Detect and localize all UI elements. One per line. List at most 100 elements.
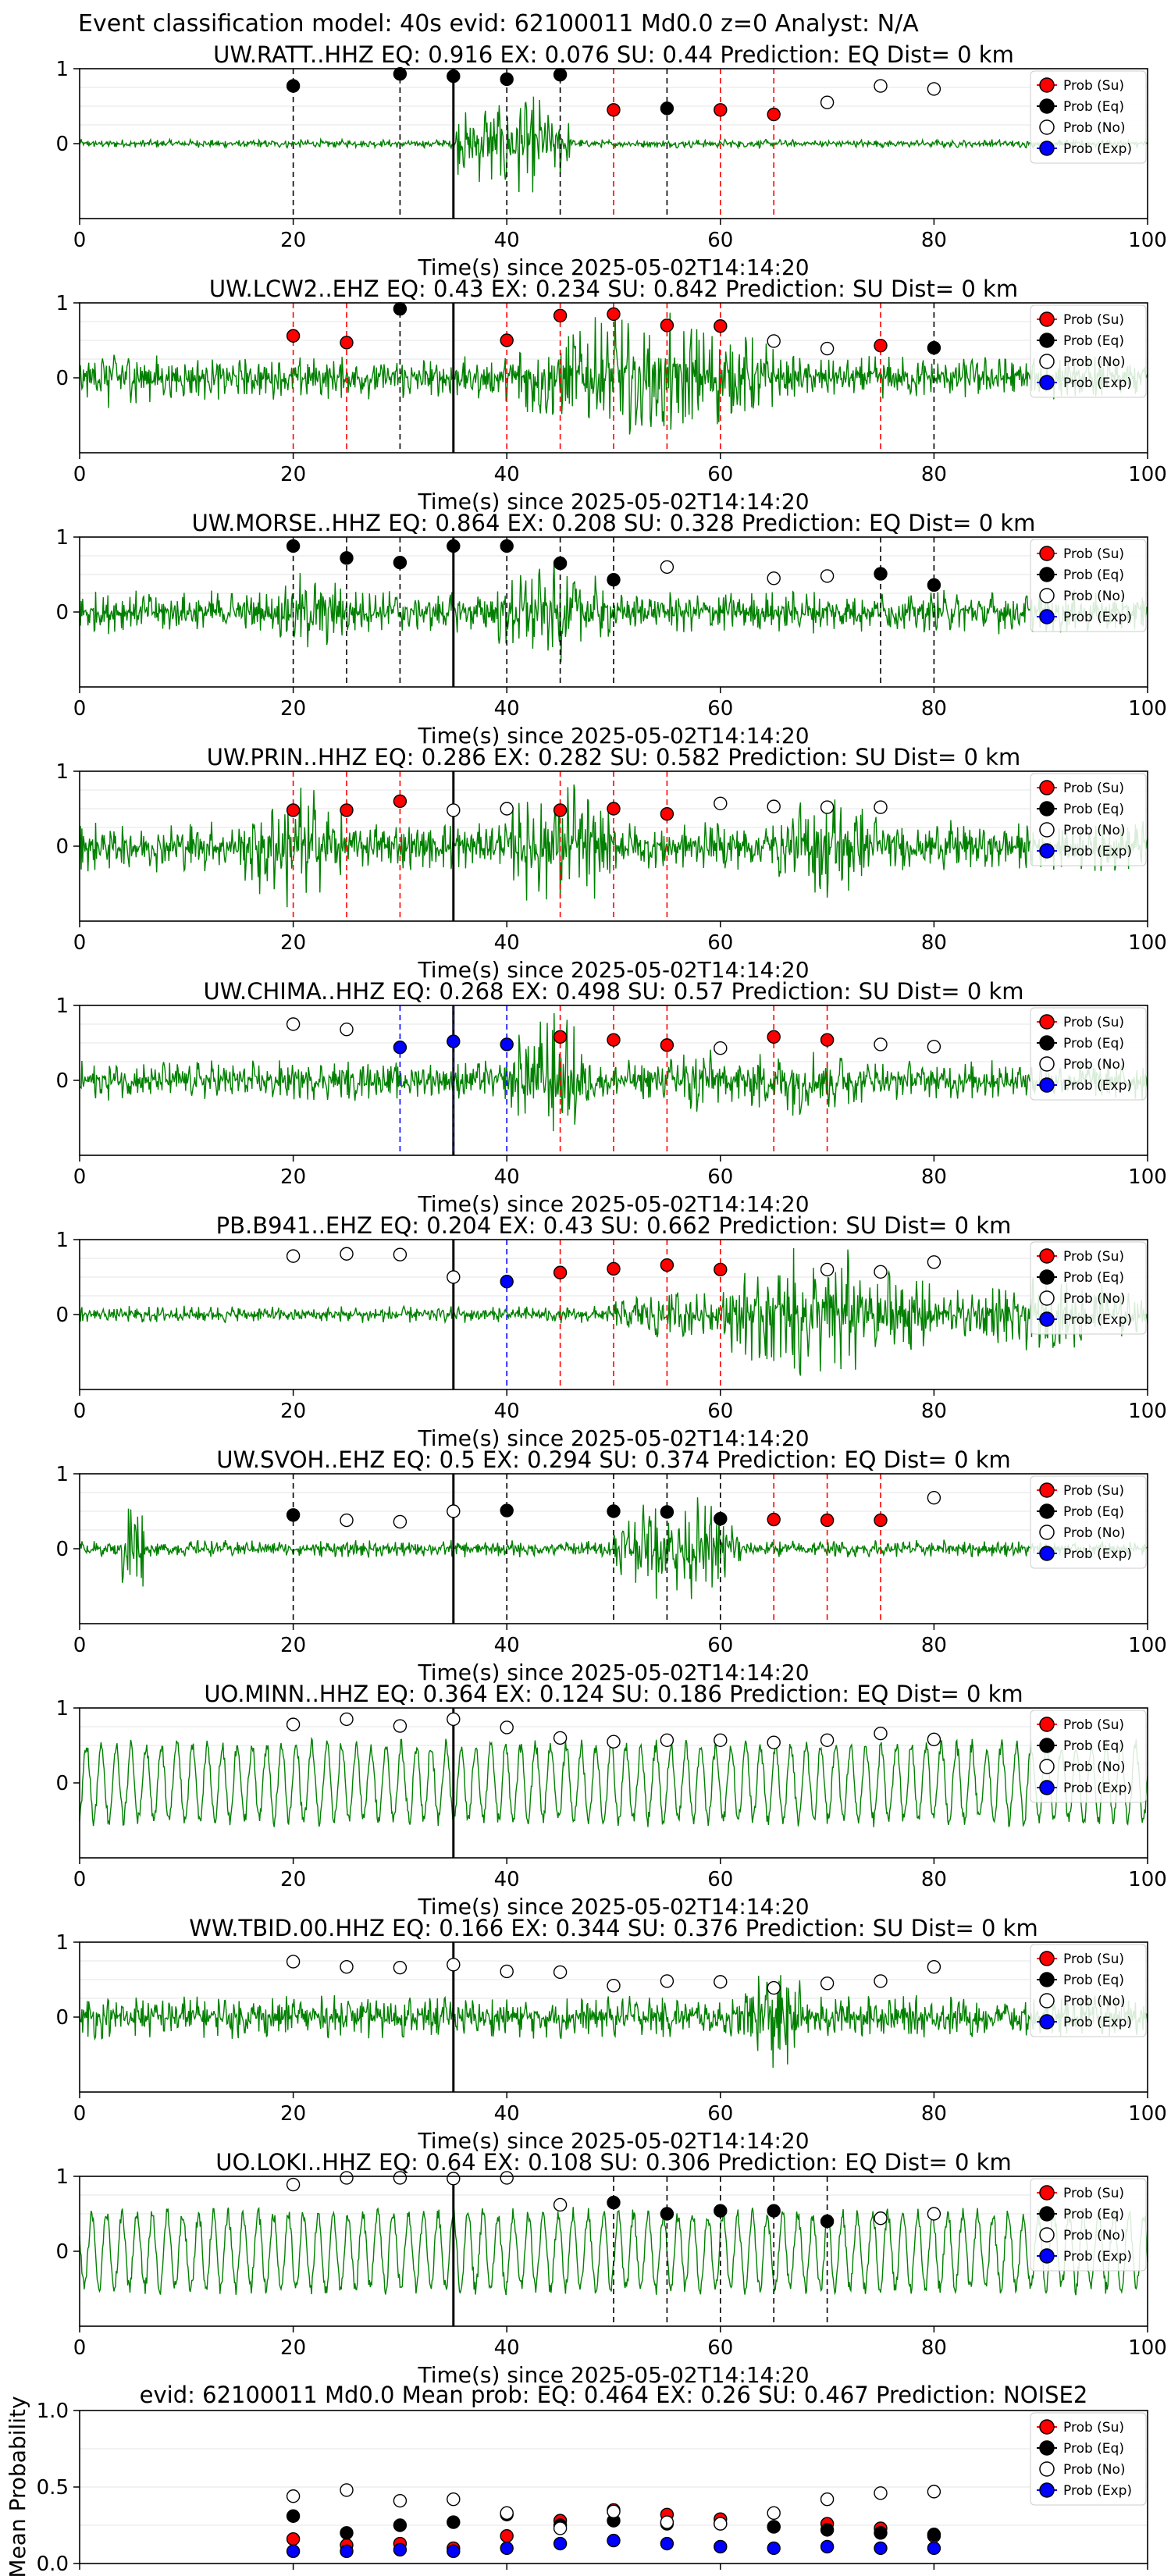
legend-label: Prob (Exp) [1063, 1312, 1132, 1328]
legend-label: Prob (Eq) [1063, 1036, 1124, 1051]
prob-point-eq [927, 578, 941, 592]
legend-marker [1039, 2206, 1055, 2222]
legend-label: Prob (No) [1063, 589, 1126, 604]
legend-marker [1039, 780, 1055, 795]
prob-point-no [340, 1513, 354, 1528]
prob-point-su [553, 308, 568, 323]
legend-marker [1039, 2014, 1055, 2030]
legend-label: Prob (Exp) [1063, 2249, 1132, 2265]
legend-marker [1039, 1482, 1055, 1498]
legend-label: Prob (Exp) [1063, 141, 1132, 157]
mean-point-exp [447, 2544, 461, 2559]
waveform-trace [79, 784, 1148, 908]
prob-point-eq [767, 2204, 781, 2218]
prob-point-no [927, 2207, 941, 2221]
x-tick-label: 40 [494, 931, 520, 955]
y-tick-label: 1 [55, 1697, 69, 1720]
prob-point-exp [393, 1041, 408, 1055]
prob-point-no [927, 1732, 941, 1747]
prob-point-su [340, 336, 354, 350]
panel-title: UW.LCW2..EHZ EQ: 0.43 EX: 0.234 SU: 0.84… [209, 276, 1018, 302]
prob-point-eq [607, 573, 621, 587]
x-tick-label: 0 [73, 1165, 87, 1189]
mean-point-no [660, 2515, 674, 2529]
legend-label: Prob (Eq) [1063, 1973, 1124, 1988]
y-tick-label: 0.5 [37, 2476, 69, 2500]
legend-label: Prob (Exp) [1063, 1781, 1132, 1796]
axes-frame [79, 2176, 1148, 2327]
prob-point-no [553, 1965, 568, 1980]
mean-point-exp [340, 2544, 354, 2559]
legend-marker [1039, 567, 1055, 582]
legend-label: Prob (Eq) [1063, 99, 1124, 115]
legend-box [1030, 70, 1147, 164]
legend-box [1030, 1475, 1147, 1569]
mean-point-exp [607, 2533, 621, 2548]
prob-point-no [607, 1735, 621, 1749]
legend-box [1030, 2178, 1147, 2272]
x-tick-label: 80 [921, 697, 947, 720]
x-tick-label: 40 [494, 1634, 520, 1657]
prob-point-no [393, 1514, 408, 1529]
legend-marker [1039, 1972, 1055, 1987]
x-tick-label: 80 [921, 2574, 947, 2576]
y-tick-label: 0.0 [37, 2553, 69, 2576]
legend-label: Prob (No) [1063, 1291, 1126, 1307]
x-tick-label: 100 [1128, 1634, 1167, 1657]
legend-label: Prob (No) [1063, 120, 1126, 136]
x-tick-label: 80 [921, 463, 947, 486]
x-tick-label: 100 [1128, 1400, 1167, 1423]
prob-point-su [767, 1512, 781, 1527]
prob-point-no [286, 1249, 301, 1263]
panel-title: UW.CHIMA..HHZ EQ: 0.268 EX: 0.498 SU: 0.… [203, 978, 1023, 1005]
waveform-trace [79, 1736, 1148, 1827]
legend-label: Prob (Su) [1063, 78, 1124, 94]
x-axis-label: Time(s) since 2025-05-02T14:14:20 [417, 723, 809, 749]
legend-label: Prob (Eq) [1063, 2441, 1124, 2457]
prob-point-eq [340, 551, 354, 565]
prob-point-no [820, 569, 835, 583]
mean-point-no [500, 2506, 514, 2521]
legend-marker [1039, 1951, 1055, 1966]
axes-frame [79, 1941, 1148, 2093]
x-tick-label: 80 [921, 2336, 947, 2360]
x-tick-label: 20 [280, 2336, 306, 2360]
legend-marker [1039, 588, 1055, 603]
prob-point-eq [447, 69, 461, 84]
x-axis-label: Time(s) since 2025-05-02T14:14:20 [417, 1425, 809, 1451]
prob-point-eq [660, 2207, 674, 2221]
prob-point-eq [714, 1511, 728, 1526]
x-axis-label: Time(s) since 2025-05-02T14:14:20 [417, 1191, 809, 1217]
legend-label: Prob (No) [1063, 1525, 1126, 1541]
mean-point-no [927, 2485, 941, 2499]
legend-label: Prob (Su) [1063, 1717, 1124, 1733]
x-tick-label: 80 [921, 1634, 947, 1657]
prob-point-eq [286, 1508, 301, 1522]
prob-point-su [553, 803, 568, 817]
mean-point-eq [393, 2518, 408, 2532]
legend-marker [1039, 2440, 1055, 2456]
x-tick-label: 40 [494, 2102, 520, 2126]
x-tick-label: 0 [73, 1634, 87, 1657]
legend-label: Prob (No) [1063, 1759, 1126, 1775]
legend-label: Prob (No) [1063, 2228, 1126, 2243]
prob-point-no [607, 1978, 621, 1993]
legend-label: Prob (Su) [1063, 781, 1124, 796]
prob-point-no [393, 1960, 408, 1975]
x-tick-label: 60 [707, 1400, 733, 1423]
prob-point-no [874, 79, 888, 93]
waveform-trace [79, 560, 1148, 663]
legend-box [1030, 1241, 1147, 1335]
legend-label: Prob (Eq) [1063, 1738, 1124, 1754]
prob-point-no [660, 1733, 674, 1747]
mean-point-eq [447, 2515, 461, 2529]
legend-marker [1039, 77, 1055, 93]
x-tick-label: 20 [280, 1868, 306, 1891]
prob-point-su [340, 803, 354, 817]
panel-title: UO.MINN..HHZ EQ: 0.364 EX: 0.124 SU: 0.1… [204, 1681, 1023, 1707]
legend-box [1030, 1007, 1147, 1101]
prob-point-no [820, 341, 835, 356]
